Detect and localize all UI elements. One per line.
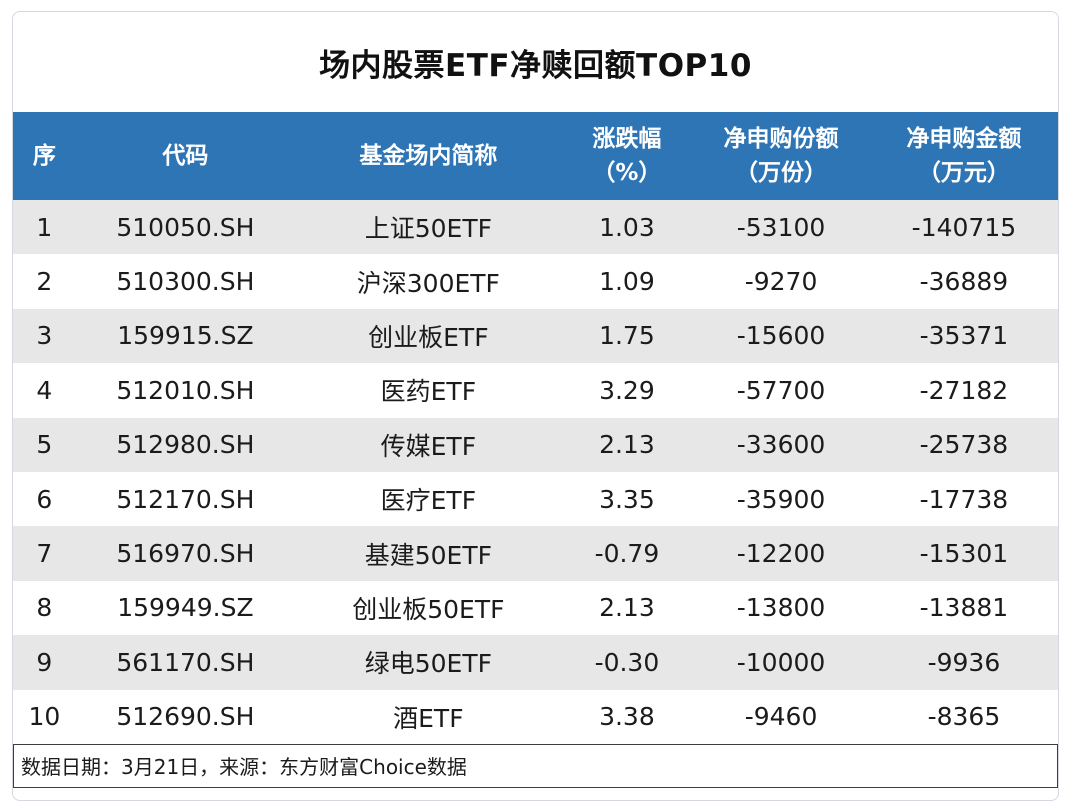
cell-code: 159949.SZ (117, 593, 254, 623)
cell-rank: 8 (36, 593, 53, 623)
cell-change: 2.13 (599, 593, 655, 623)
cell-code: 510050.SH (116, 212, 255, 242)
cell-change: 3.35 (599, 484, 655, 514)
table-body: 1 510050.SH 上证50ETF 1.03 -53100 -140715 2 51030… (13, 200, 1058, 744)
cell-rank: 10 (28, 702, 61, 732)
cell-rank: 7 (36, 539, 53, 569)
cell-change: -0.30 (594, 647, 660, 677)
cell-code: 512690.SH (116, 702, 255, 732)
table-row: 6 512170.SH 医疗ETF 3.35 -35900 -17738 (13, 471, 1058, 527)
cell-code: 510300.SH (116, 267, 255, 297)
column-header-amount: 净申购金额 （万元） (870, 112, 1058, 200)
cell-amount: -140715 (911, 212, 1017, 242)
cell-name: 创业板50ETF (352, 594, 505, 624)
column-header-shares: 净申购份额 （万份） (692, 112, 870, 200)
cell-amount: -13881 (919, 593, 1009, 623)
cell-amount: -25738 (919, 430, 1009, 460)
cell-rank: 5 (36, 430, 53, 460)
cell-name: 创业板ETF (368, 322, 489, 352)
cell-name: 医疗ETF (380, 486, 477, 516)
cell-amount: -35371 (919, 321, 1009, 351)
column-header-unit: （万份） (735, 160, 828, 186)
cell-change: 1.03 (599, 212, 655, 242)
column-header-label: 序 (32, 142, 56, 169)
cell-rank: 1 (36, 212, 53, 242)
cell-change: 3.29 (599, 375, 655, 405)
table-row: 1 510050.SH 上证50ETF 1.03 -53100 -140715 (13, 200, 1058, 255)
cell-change: 1.09 (599, 267, 655, 297)
cell-change: 2.13 (599, 430, 655, 460)
cell-name: 医药ETF (380, 377, 477, 407)
column-header-label: 净申购份额 (723, 125, 839, 152)
cell-shares: -53100 (736, 212, 826, 242)
cell-change: 1.75 (599, 321, 655, 351)
table-header-row: 序 代码 基金场内简称 涨跌幅 （%） 净申购份额 （万份） 净申购金额 （万元… (13, 112, 1058, 200)
cell-rank: 4 (36, 375, 53, 405)
cell-shares: -35900 (736, 484, 826, 514)
cell-name: 酒ETF (393, 703, 464, 733)
column-header-change: 涨跌幅 （%） (562, 112, 693, 200)
cell-rank: 9 (36, 647, 53, 677)
page-title: 场内股票ETF净赎回额TOP10 (319, 47, 752, 84)
cell-name: 绿电50ETF (364, 649, 492, 679)
cell-amount: -36889 (919, 267, 1009, 297)
cell-code: 512170.SH (116, 484, 255, 514)
cell-amount: -27182 (919, 375, 1009, 405)
table-row: 4 512010.SH 医药ETF 3.29 -57700 -27182 (13, 363, 1058, 418)
cell-amount: -17738 (919, 484, 1009, 514)
cell-shares: -9460 (744, 702, 818, 732)
cell-name: 基建50ETF (364, 540, 492, 570)
column-header-unit: （万元） (917, 160, 1010, 186)
cell-amount: -8365 (927, 702, 1001, 732)
table-row: 7 516970.SH 基建50ETF -0.79 -12200 -15301 (13, 526, 1058, 581)
cell-name: 上证50ETF (364, 214, 492, 244)
source-note-box: 数据日期：3月21日，来源：东方财富Choice数据 (13, 743, 1058, 788)
cell-shares: -10000 (736, 647, 826, 677)
table-row: 5 512980.SH 传媒ETF 2.13 -33600 -25738 (13, 417, 1058, 472)
cell-name: 沪深300ETF (356, 268, 500, 298)
cell-code: 512010.SH (116, 375, 255, 405)
table-row: 2 510300.SH 沪深300ETF 1.09 -9270 -36889 (13, 254, 1058, 309)
cell-amount: -15301 (919, 539, 1009, 569)
cell-change: -0.79 (594, 539, 660, 569)
title-area: 场内股票ETF净赎回额TOP10 (13, 12, 1058, 112)
table-row: 3 159915.SZ 创业板ETF 1.75 -15600 -35371 (13, 308, 1058, 364)
column-header-label: 净申购金额 (906, 125, 1022, 152)
cell-rank: 3 (36, 321, 53, 351)
column-header-label: 代码 (162, 142, 209, 169)
column-header-code: 代码 (76, 112, 295, 200)
cell-code: 516970.SH (116, 539, 255, 569)
cell-shares: -13800 (736, 593, 826, 623)
cell-shares: -12200 (736, 539, 826, 569)
cell-name: 传媒ETF (380, 431, 477, 461)
cell-rank: 2 (36, 267, 53, 297)
table-row: 9 561170.SH 绿电50ETF -0.30 -10000 -9936 (13, 635, 1058, 690)
cell-shares: -33600 (736, 430, 826, 460)
cell-code: 561170.SH (116, 647, 255, 677)
column-header-rank: 序 (13, 112, 76, 200)
etf-table-card: 场内股票ETF净赎回额TOP10 序 代码 基金场内简称 涨跌幅 （%） 净申购… (12, 11, 1059, 801)
cell-shares: -9270 (744, 267, 818, 297)
cell-amount: -9936 (927, 647, 1001, 677)
cell-shares: -57700 (736, 375, 826, 405)
cell-code: 512980.SH (116, 430, 255, 460)
table-row: 10 512690.SH 酒ETF 3.38 -9460 -8365 (13, 689, 1058, 744)
column-header-name: 基金场内简称 (295, 112, 561, 200)
column-header-label: 涨跌幅 (592, 125, 662, 152)
cell-rank: 6 (36, 484, 53, 514)
column-header-label: 基金场内简称 (359, 142, 498, 169)
cell-change: 3.38 (599, 702, 655, 732)
cell-code: 159915.SZ (117, 321, 254, 351)
table-row: 8 159949.SZ 创业板50ETF 2.13 -13800 -13881 (13, 580, 1058, 636)
cell-shares: -15600 (736, 321, 826, 351)
source-note: 数据日期：3月21日，来源：东方财富Choice数据 (21, 755, 467, 780)
column-header-unit: （%） (592, 160, 662, 186)
